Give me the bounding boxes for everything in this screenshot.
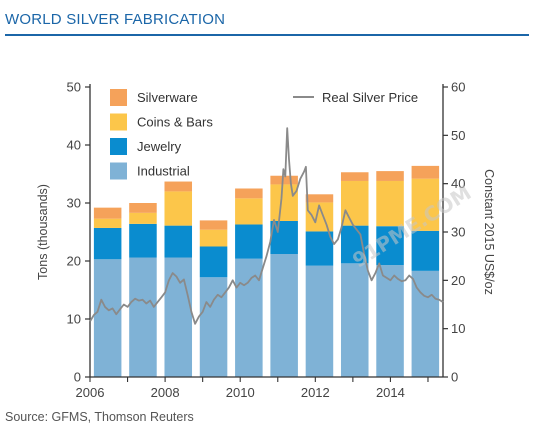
y2-tick-label-0: 0 (451, 370, 458, 385)
legend-swatch-industrial (110, 162, 127, 180)
bar-coins-bars-2015 (411, 178, 440, 231)
bar-coins-bars-2006 (93, 218, 122, 228)
bar-jewelry-2011 (270, 220, 298, 255)
bar-coins-bars-2011 (270, 184, 298, 221)
x-tick-label-2012: 2012 (301, 385, 330, 400)
bar-silverware-2012 (305, 194, 334, 203)
x-tick-label-2008: 2008 (151, 385, 180, 400)
bar-silverware-2007 (129, 203, 157, 213)
bar-jewelry-2010 (235, 224, 263, 259)
legend-swatch-coins-bars (110, 113, 127, 131)
legend-swatch-silverware (110, 89, 127, 106)
bar-industrial-2006 (93, 259, 122, 377)
y-tick-label-20: 20 (67, 254, 81, 269)
bar-coins-bars-2008 (164, 191, 193, 226)
bar-silverware-2010 (235, 188, 263, 199)
bar-industrial-2008 (164, 257, 193, 377)
y2-tick-label-30: 30 (451, 225, 465, 240)
bar-coins-bars-2007 (129, 212, 157, 224)
y-tick-label-10: 10 (67, 312, 81, 327)
bar-jewelry-2009 (199, 246, 228, 278)
legend-label-silverware: Silverware (137, 90, 198, 105)
legend-label-industrial: Industrial (137, 164, 190, 179)
y2-tick-label-10: 10 (451, 321, 465, 336)
y2-tick-label-50: 50 (451, 128, 465, 143)
bar-industrial-2011 (270, 254, 298, 377)
bar-industrial-2012 (305, 265, 334, 377)
bar-jewelry-2014 (376, 226, 404, 266)
bar-jewelry-2015 (411, 230, 440, 271)
y-tick-label-50: 50 (67, 80, 81, 95)
bar-industrial-2010 (235, 258, 263, 377)
y-tick-label-30: 30 (67, 196, 81, 211)
bar-industrial-2007 (129, 257, 157, 377)
bar-coins-bars-2013 (340, 180, 369, 226)
y2-tick-label-20: 20 (451, 273, 465, 288)
chart-title: WORLD SILVER FABRICATION (5, 11, 226, 28)
bar-silverware-2008 (164, 181, 193, 192)
bar-silverware-2013 (340, 172, 369, 181)
bar-industrial-2013 (340, 263, 369, 377)
bar-silverware-2009 (199, 220, 228, 230)
source-note: Source: GFMS, Thomson Reuters (5, 410, 194, 424)
bar-jewelry-2008 (164, 225, 193, 258)
bar-coins-bars-2010 (235, 198, 263, 225)
bar-silverware-2006 (93, 207, 122, 219)
x-tick-label-2006: 2006 (76, 385, 105, 400)
x-tick-label-2010: 2010 (226, 385, 255, 400)
title-rule (5, 34, 529, 36)
bar-industrial-2009 (199, 277, 228, 377)
y-axis-title: Tons (thousands) (36, 184, 50, 280)
bar-jewelry-2012 (305, 231, 334, 266)
y-tick-label-0: 0 (74, 370, 81, 385)
bar-industrial-2014 (376, 265, 404, 377)
bar-coins-bars-2009 (199, 229, 228, 247)
bar-jewelry-2006 (93, 227, 122, 260)
bar-silverware-2015 (411, 165, 440, 179)
legend-label-coins-bars: Coins & Bars (137, 115, 213, 130)
bar-silverware-2011 (270, 175, 298, 185)
x-tick-label-2014: 2014 (376, 385, 405, 400)
y2-tick-label-40: 40 (451, 176, 465, 191)
bar-industrial-2015 (411, 270, 440, 377)
legend-swatch-jewelry (110, 138, 127, 155)
legend-label-jewelry: Jewelry (137, 139, 182, 154)
y-tick-label-40: 40 (67, 138, 81, 153)
legend-label-price: Real Silver Price (322, 90, 418, 105)
price-line (89, 127, 444, 325)
y2-tick-label-60: 60 (451, 80, 465, 95)
y2-axis-title: Constant 2015 US$/oz (482, 169, 496, 295)
bar-coins-bars-2014 (376, 180, 404, 227)
bar-jewelry-2007 (129, 223, 157, 258)
bar-silverware-2014 (376, 171, 404, 181)
